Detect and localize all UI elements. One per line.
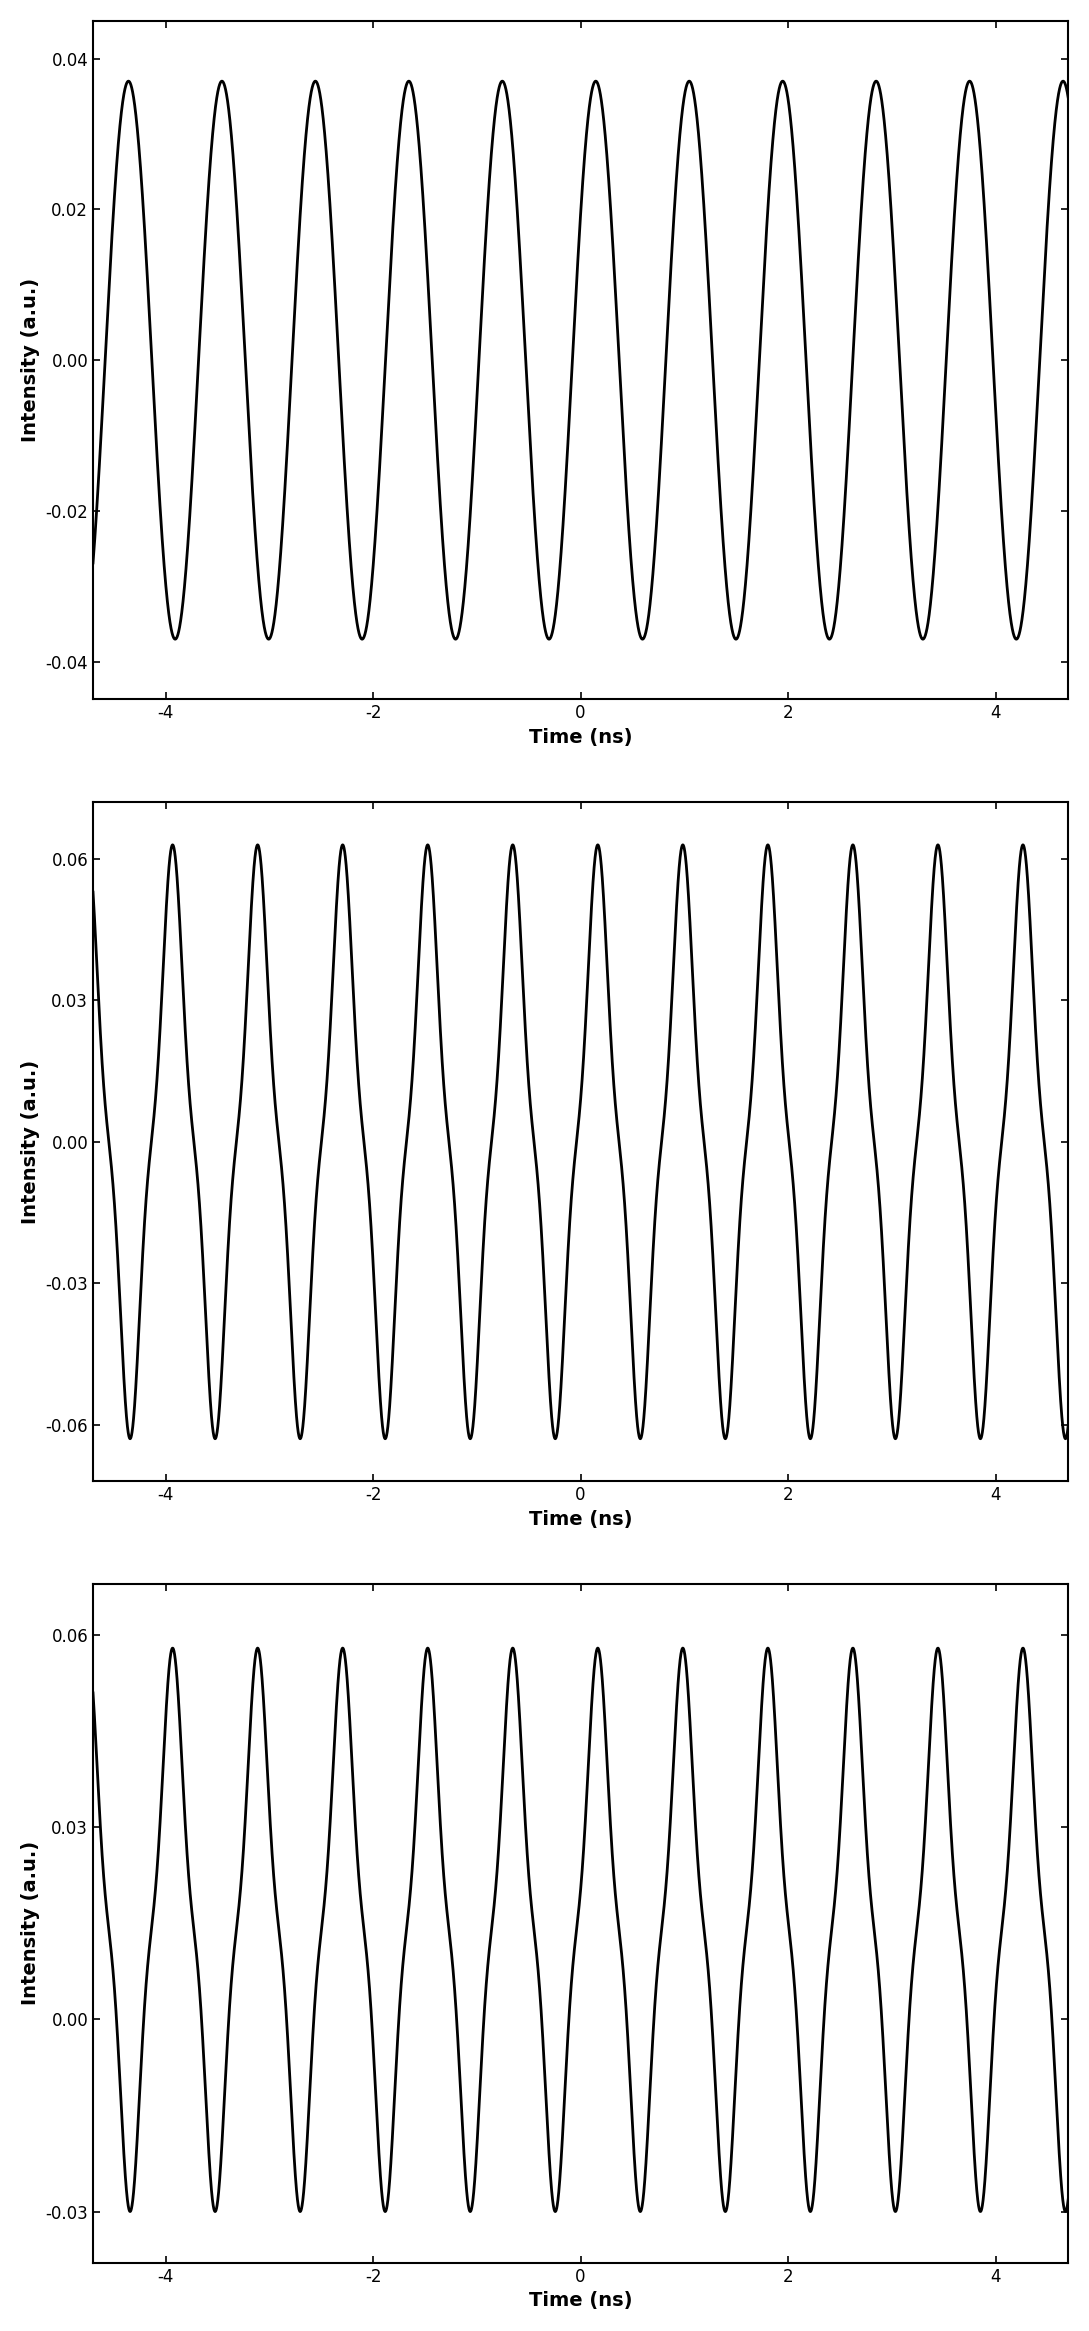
Y-axis label: Intensity (a.u.): Intensity (a.u.) bbox=[21, 1841, 40, 2005]
X-axis label: Time (ns): Time (ns) bbox=[529, 1510, 633, 1529]
X-axis label: Time (ns): Time (ns) bbox=[529, 2291, 633, 2310]
Y-axis label: Intensity (a.u.): Intensity (a.u.) bbox=[21, 1061, 40, 1224]
Y-axis label: Intensity (a.u.): Intensity (a.u.) bbox=[21, 277, 40, 443]
X-axis label: Time (ns): Time (ns) bbox=[529, 727, 633, 746]
